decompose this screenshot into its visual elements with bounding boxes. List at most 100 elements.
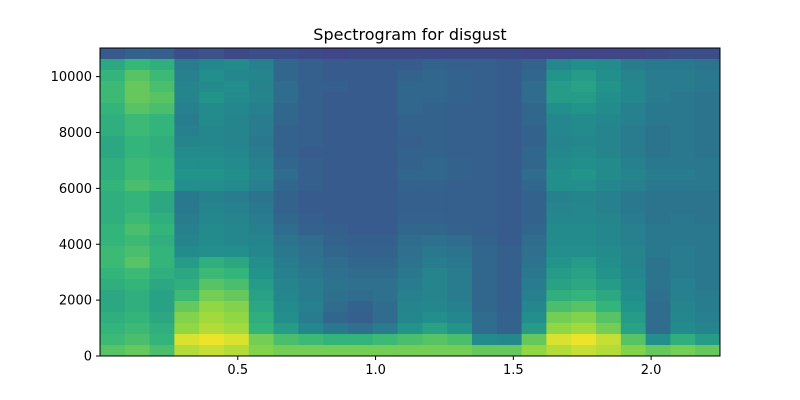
heatmap-cell (620, 345, 647, 356)
heatmap-cell (472, 235, 498, 247)
heatmap-cell (248, 125, 275, 137)
heatmap-cell (323, 224, 349, 236)
heatmap-cell (422, 323, 448, 335)
heatmap-cell (546, 290, 572, 302)
heatmap-cell (248, 81, 275, 93)
heatmap-cell (298, 323, 324, 335)
heatmap-cell (422, 312, 448, 324)
heatmap-cell (422, 301, 448, 313)
heatmap-cell (422, 70, 448, 82)
plot-frame (99, 47, 721, 357)
heatmap-cell (323, 136, 349, 148)
heatmap-cell (422, 169, 448, 181)
heatmap-cell (100, 158, 126, 170)
heatmap-cell (695, 180, 720, 192)
heatmap-cell (248, 246, 275, 258)
heatmap-cell (199, 191, 225, 203)
heatmap-cell (447, 268, 473, 280)
heatmap-cell (596, 70, 622, 82)
heatmap-cell (348, 136, 374, 148)
heatmap-cell (372, 290, 399, 302)
heatmap-cell (372, 323, 399, 335)
heatmap-cell (224, 268, 250, 280)
heatmap-cell (620, 147, 647, 159)
heatmap-cell (496, 169, 523, 181)
heatmap-cell (248, 147, 275, 159)
heatmap-cell (670, 125, 696, 137)
y-tick-label: 10000 (51, 70, 92, 85)
y-tick-label: 8000 (59, 126, 92, 141)
heatmap-cell (100, 81, 126, 93)
heatmap-cell (397, 180, 423, 192)
heatmap-cell (571, 301, 597, 313)
heatmap-cell (149, 92, 175, 104)
heatmap-cell (496, 81, 523, 93)
heatmap-cell (422, 136, 448, 148)
heatmap-cell (571, 136, 597, 148)
heatmap-cell (620, 70, 647, 82)
heatmap-cell (397, 268, 423, 280)
heatmap-cell (273, 257, 299, 269)
heatmap-cell (174, 257, 200, 269)
heatmap-cell (447, 334, 473, 346)
heatmap-cell (298, 70, 324, 82)
heatmap-cell (149, 169, 175, 181)
heatmap-cell (472, 59, 498, 71)
heatmap-cell (596, 312, 622, 324)
heatmap-cell (372, 136, 399, 148)
heatmap-cell (645, 169, 671, 181)
heatmap-cell (645, 235, 671, 247)
heatmap-cell (670, 279, 696, 291)
heatmap-cell (571, 312, 597, 324)
heatmap-cell (100, 169, 126, 181)
heatmap-cell (496, 235, 523, 247)
heatmap-cell (472, 103, 498, 115)
heatmap-cell (248, 169, 275, 181)
x-tick-label: 0.5 (227, 363, 248, 378)
heatmap-cell (298, 345, 324, 356)
heatmap-cell (521, 257, 547, 269)
x-tick-label: 1.0 (365, 363, 386, 378)
heatmap-cell (323, 147, 349, 159)
heatmap-cell (397, 59, 423, 71)
heatmap-cell (571, 213, 597, 225)
heatmap-cell (397, 147, 423, 159)
heatmap-cell (149, 136, 175, 148)
heatmap-cell (348, 70, 374, 82)
heatmap-cell (571, 81, 597, 93)
heatmap-cell (149, 103, 175, 115)
heatmap-cell (571, 180, 597, 192)
heatmap-cell (298, 202, 324, 214)
heatmap-cell (521, 103, 547, 115)
heatmap-cell (546, 323, 572, 335)
heatmap-cell (496, 312, 523, 324)
heatmap-cell (248, 92, 275, 104)
heatmap-cell (596, 279, 622, 291)
heatmap-cell (397, 224, 423, 236)
heatmap-cell (348, 301, 374, 313)
heatmap-cell (298, 268, 324, 280)
heatmap-cell (199, 70, 225, 82)
heatmap-cell (695, 246, 720, 258)
heatmap-cell (571, 125, 597, 137)
heatmap-cell (224, 224, 250, 236)
heatmap-cell (149, 114, 175, 126)
heatmap-cell (100, 147, 126, 159)
heatmap-cell (323, 70, 349, 82)
heatmap-cell (422, 268, 448, 280)
heatmap-cell (199, 103, 225, 115)
heatmap-cell (645, 70, 671, 82)
heatmap-cell (248, 213, 275, 225)
heatmap-cell (596, 136, 622, 148)
heatmap-cell (100, 345, 126, 356)
heatmap-cell (571, 48, 597, 60)
heatmap-cell (323, 257, 349, 269)
heatmap-cell (124, 224, 151, 236)
heatmap-cell (174, 125, 200, 137)
heatmap-cell (174, 136, 200, 148)
heatmap-cell (397, 169, 423, 181)
heatmap-cell (521, 70, 547, 82)
heatmap-cell (124, 334, 151, 346)
heatmap-cell (645, 202, 671, 214)
heatmap-cell (149, 268, 175, 280)
